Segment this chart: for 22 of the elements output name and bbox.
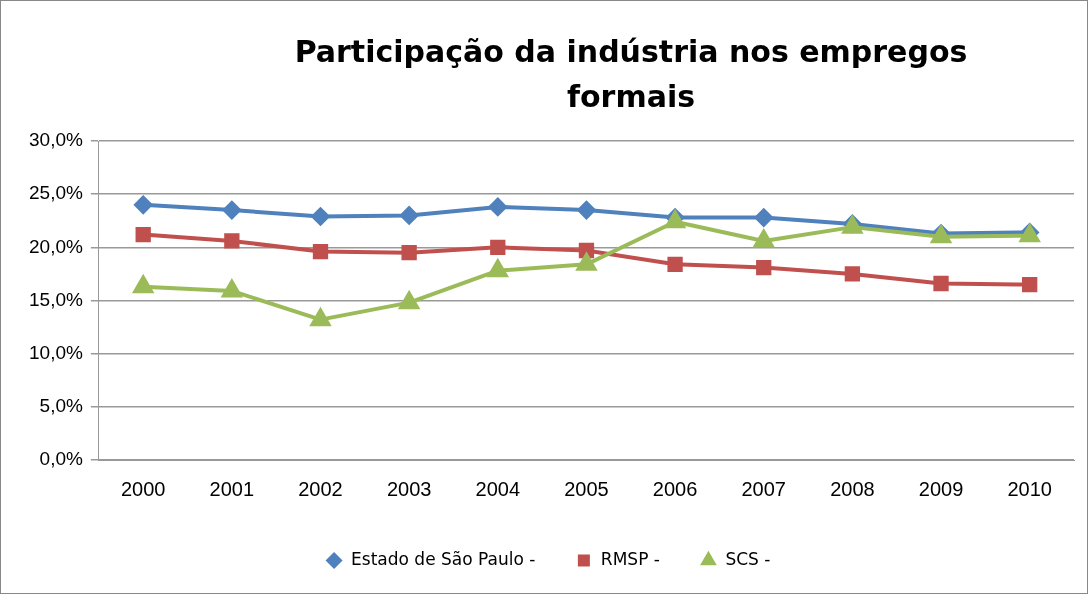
x-tick-label: 2008: [830, 477, 875, 500]
x-tick-label: 2001: [209, 477, 255, 500]
legend-label: Estado de São Paulo -: [351, 548, 536, 569]
y-tick-label: 25,0%: [29, 182, 83, 204]
y-tick-label: 10,0%: [29, 341, 83, 363]
x-tick-label: 2004: [475, 477, 521, 500]
y-tick-label: 20,0%: [29, 235, 83, 257]
x-tick-label: 2006: [652, 477, 698, 500]
legend-label: SCS -: [725, 548, 771, 569]
x-tick-label: 2003: [386, 477, 432, 500]
y-tick-label: 0,0%: [39, 448, 83, 470]
y-tick-label: 15,0%: [29, 288, 83, 310]
y-tick-label: 5,0%: [39, 395, 83, 417]
y-tick-label: 30,0%: [29, 129, 83, 151]
legend-label: RMSP -: [600, 548, 660, 569]
x-tick-label: 2000: [120, 477, 166, 500]
x-tick-label: 2010: [1007, 477, 1052, 500]
x-tick-label: 2009: [918, 477, 964, 500]
chart-title: Participação da indústria nos empregos formais: [293, 33, 969, 116]
x-tick-label: 2002: [298, 477, 343, 500]
x-tick-label: 2007: [741, 477, 786, 500]
x-tick-label: 2005: [564, 477, 609, 500]
